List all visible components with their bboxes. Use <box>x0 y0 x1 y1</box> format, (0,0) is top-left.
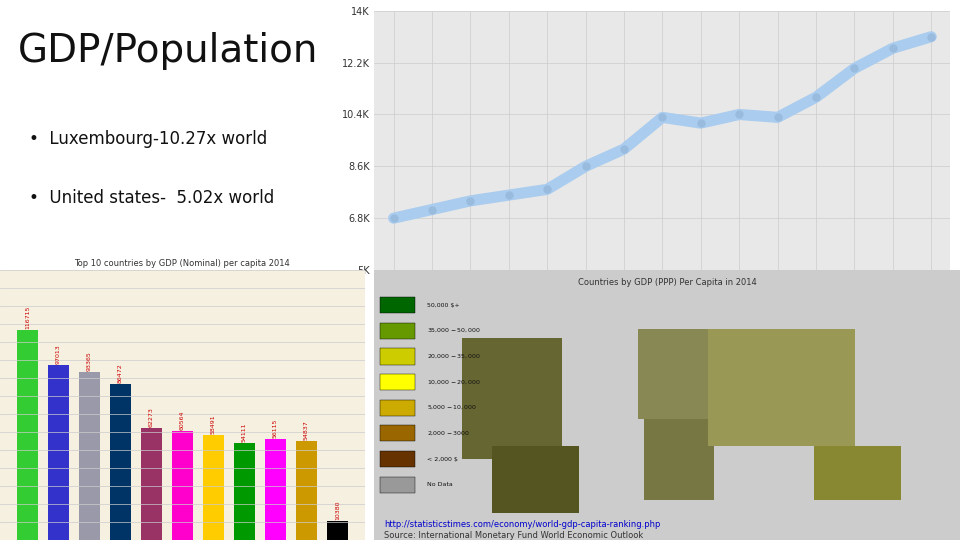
Text: 54111: 54111 <box>242 422 247 442</box>
Bar <box>380 322 416 339</box>
Bar <box>380 400 416 416</box>
Text: 97013: 97013 <box>56 345 60 364</box>
Text: < 2,000 $: < 2,000 $ <box>427 456 458 462</box>
Bar <box>48 366 69 540</box>
Bar <box>172 431 193 540</box>
Polygon shape <box>638 329 708 418</box>
Text: 10,000 $ - 20,000 $: 10,000 $ - 20,000 $ <box>427 379 481 386</box>
Bar <box>109 384 132 540</box>
Bar <box>203 435 225 540</box>
Bar <box>380 374 416 390</box>
Legend: World: World <box>627 344 699 363</box>
Text: 62273: 62273 <box>149 407 154 427</box>
Text: GDP/Population: GDP/Population <box>18 32 319 70</box>
Bar <box>140 428 162 540</box>
Text: 35,000 $ - 50,000 $: 35,000 $ - 50,000 $ <box>427 327 481 334</box>
Bar <box>16 330 38 540</box>
Text: 5,000 $ - 10,000$: 5,000 $ - 10,000$ <box>427 404 477 411</box>
Polygon shape <box>463 338 562 459</box>
X-axis label: Year: Year <box>649 305 676 318</box>
Text: 50,000 $+: 50,000 $+ <box>427 302 460 308</box>
Bar <box>380 477 416 492</box>
Text: Source: International Monetary Fund World Economic Outlook: Source: International Monetary Fund Worl… <box>384 531 643 540</box>
Text: 20,000 $ - 35,000 $: 20,000 $ - 35,000 $ <box>427 353 481 360</box>
Bar <box>265 439 286 540</box>
Bar <box>380 297 416 313</box>
Bar <box>380 348 416 364</box>
Text: 54837: 54837 <box>304 421 309 441</box>
Text: •  United states-  5.02x world: • United states- 5.02x world <box>29 189 275 207</box>
Text: 86472: 86472 <box>118 364 123 383</box>
Text: 60564: 60564 <box>180 410 185 430</box>
Text: •  Luxembourg-10.27x world: • Luxembourg-10.27x world <box>29 130 268 147</box>
Bar <box>326 521 348 540</box>
Text: 2,000 $ - 3000 $: 2,000 $ - 3000 $ <box>427 430 469 437</box>
Bar <box>380 426 416 442</box>
Bar <box>380 451 416 467</box>
Text: Countries by GDP (PPP) Per Capita in 2014: Countries by GDP (PPP) Per Capita in 201… <box>578 278 756 287</box>
Text: 93365: 93365 <box>87 352 92 371</box>
Polygon shape <box>492 446 580 513</box>
Polygon shape <box>644 418 714 500</box>
Text: No Data: No Data <box>427 482 453 487</box>
Text: http://statisticstimes.com/economy/world-gdp-capita-ranking.php: http://statisticstimes.com/economy/world… <box>384 520 660 529</box>
Bar <box>79 372 100 540</box>
Polygon shape <box>708 329 854 445</box>
Title: Top 10 countries by GDP (Nominal) per capita 2014: Top 10 countries by GDP (Nominal) per ca… <box>75 259 290 268</box>
Text: 116715: 116715 <box>25 306 30 329</box>
Text: 58491: 58491 <box>211 414 216 434</box>
Bar <box>233 443 255 540</box>
Polygon shape <box>813 446 901 500</box>
Text: 10380: 10380 <box>335 501 340 521</box>
Text: 56115: 56115 <box>273 418 277 438</box>
Bar <box>296 441 317 540</box>
